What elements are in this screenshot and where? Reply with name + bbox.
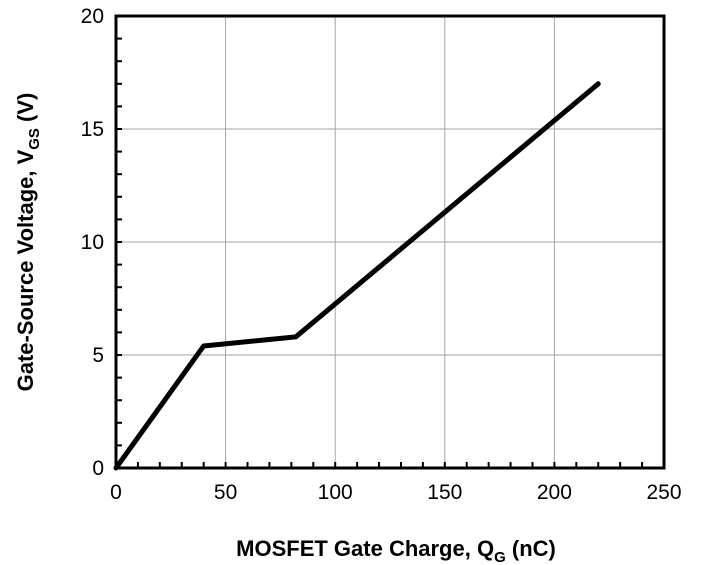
x-tick-label: 200	[537, 481, 572, 504]
y-axis-title-main: Gate-Source Voltage, V	[13, 149, 38, 391]
minor-ticks	[116, 37, 644, 468]
y-tick-label: 20	[81, 5, 104, 28]
series-layer	[113, 81, 601, 471]
y-tick-label: 5	[92, 344, 104, 367]
gate-charge-series-line	[113, 81, 601, 471]
x-tick-label: 250	[646, 481, 681, 504]
x-axis-title: MOSFET Gate Charge, QG (nC)	[236, 536, 556, 565]
x-axis-title-subscript: G	[494, 549, 506, 565]
y-tick-label: 0	[92, 457, 104, 480]
y-axis-title-subscript: GS	[26, 128, 43, 150]
x-tick-label: 150	[427, 481, 462, 504]
y-axis-title: Gate-Source Voltage, VGS (V)	[13, 93, 43, 392]
x-tick-label: 100	[318, 481, 353, 504]
y-tick-label: 15	[81, 118, 104, 141]
x-axis-title-unit: (nC)	[506, 536, 556, 561]
y-tick-label: 10	[81, 231, 104, 254]
x-tick-label: 0	[110, 481, 122, 504]
y-axis-title-unit: (V)	[13, 93, 38, 128]
x-axis-tick-labels: 0 50 100 150 200 250	[110, 481, 681, 504]
plot-area-frame	[114, 14, 666, 470]
grid-lines	[116, 16, 664, 468]
x-axis-title-main: MOSFET Gate Charge, Q	[236, 536, 494, 561]
y-axis-tick-labels: 0 5 10 15 20	[81, 5, 104, 480]
x-tick-label: 50	[214, 481, 237, 504]
